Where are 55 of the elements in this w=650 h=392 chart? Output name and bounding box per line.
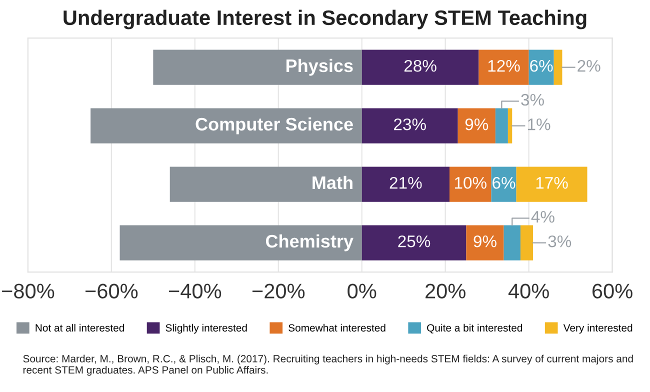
x-tick-label: 40% — [508, 284, 549, 298]
data-label: 21% — [390, 176, 422, 189]
bar — [458, 108, 496, 144]
bar — [362, 108, 458, 144]
data-label: 25% — [398, 235, 430, 248]
bar — [508, 108, 512, 144]
bar — [153, 50, 362, 85]
data-label: 3% — [521, 94, 544, 106]
data-label: 12% — [488, 60, 520, 72]
x-tick-label: −20% — [252, 284, 305, 298]
bar — [491, 166, 516, 202]
data-label: 4% — [531, 210, 554, 223]
bar — [516, 166, 588, 202]
data-label: 9% — [465, 118, 488, 130]
y-tick-label: Chemistry — [266, 234, 354, 252]
legend-label: Quite a bit interested — [427, 324, 522, 334]
x-tick-label: −40% — [169, 284, 222, 298]
y-tick-label: Physics — [286, 58, 353, 76]
data-label: 3% — [548, 235, 572, 248]
bar — [528, 50, 554, 85]
data-label: 10% — [454, 176, 486, 189]
source-note: Source: Marder, M., Brown, R.C., & Plisch, M. (2017). Recruiting teachers in high-needs STEM fields: A survey of current majors and recent STEM graduates. APS Panel on Public Affairs. — [23, 354, 633, 376]
legend-label: Very interested — [563, 324, 632, 334]
x-tick-label: 60% — [592, 284, 632, 298]
bar — [495, 108, 508, 144]
bar — [504, 225, 520, 260]
data-label: 2% — [578, 60, 600, 72]
x-tick-label: −80% — [2, 284, 54, 298]
bar — [362, 225, 466, 260]
data-label: 23% — [394, 118, 426, 130]
y-tick-label: Computer Science — [196, 117, 353, 134]
data-label: 1% — [528, 118, 550, 130]
bar — [362, 50, 479, 85]
bar — [170, 166, 362, 202]
x-tick-label: −60% — [86, 284, 138, 298]
bar — [520, 225, 533, 260]
bar — [450, 166, 492, 202]
bar — [362, 166, 450, 202]
bar — [120, 225, 362, 260]
bar — [478, 50, 529, 85]
bar — [554, 50, 562, 85]
data-label: 6% — [530, 60, 553, 72]
data-label: 6% — [492, 176, 516, 189]
bar — [466, 225, 504, 260]
data-label: 9% — [474, 235, 496, 248]
bar — [90, 108, 362, 144]
data-label: 17% — [536, 177, 568, 189]
chart-title: Undergraduate Interest in Secondary STEM Teaching — [64, 10, 586, 30]
y-tick-label: Math — [312, 176, 352, 190]
x-tick-label: 20% — [426, 284, 466, 298]
legend-label: Slightly interested — [166, 324, 247, 334]
legend-label: Not at all interested — [36, 324, 124, 332]
legend-label: Somewhat interested — [288, 324, 386, 332]
data-label: 28% — [404, 60, 436, 72]
x-tick-label: 0% — [348, 284, 376, 298]
